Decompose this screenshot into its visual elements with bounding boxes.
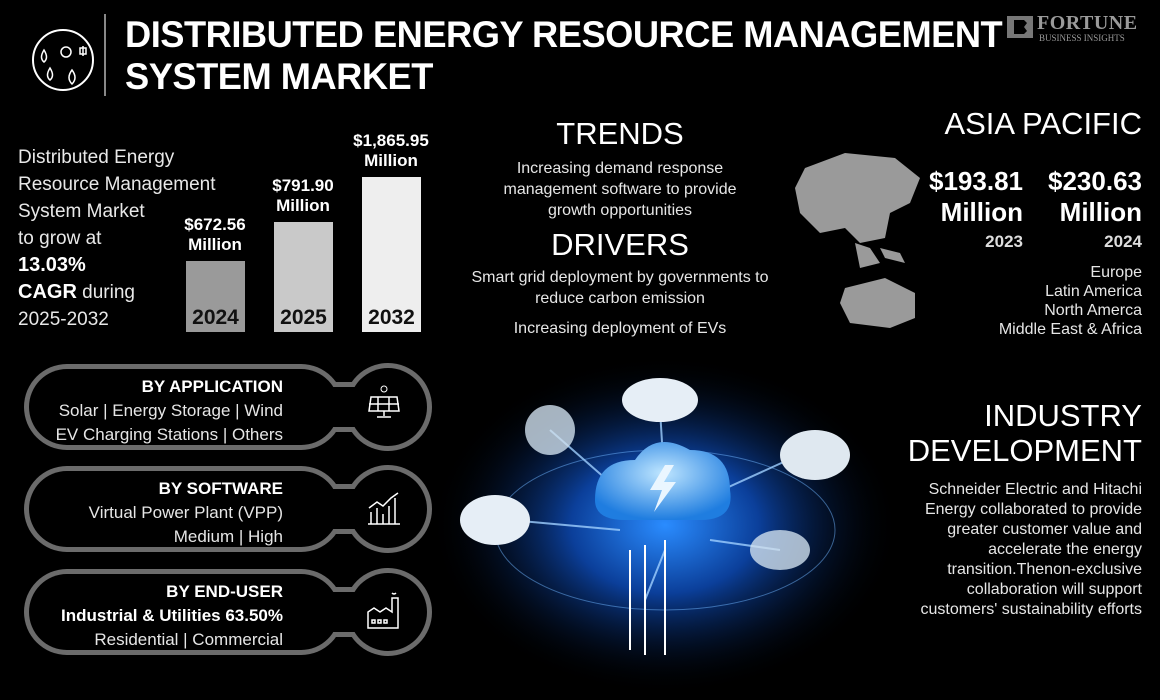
bar-2025: 2025: [274, 222, 333, 332]
region-value-2024: $230.63 Million 2024: [1048, 166, 1142, 251]
segment-software: BY SOFTWARE Virtual Power Plant (VPP) Medi…: [88, 479, 283, 546]
bar-year-label: 2025: [280, 306, 327, 329]
bar-value-label: $672.56 Million: [184, 215, 246, 254]
region-title: ASIA PACIFIC: [944, 106, 1142, 141]
segment-end-user: BY END-USER Industrial & Utilities 63.50%…: [60, 582, 283, 649]
bar-year-label: 2024: [192, 306, 239, 329]
other-regions: Europe Latin America North Amerca Middle Ea…: [998, 264, 1142, 338]
market-summary: Distributed Energy Resource Management Sys…: [18, 147, 216, 330]
bar-2032: 2032: [362, 177, 421, 332]
driver-item: Smart grid deployment by governments to …: [471, 269, 769, 307]
segment-pills: [24, 363, 432, 656]
asia-pacific-map: [795, 153, 920, 328]
energy-network-illustration: [430, 355, 900, 695]
segment-application: BY APPLICATION Solar | Energy Storage | W…: [55, 377, 283, 444]
header-divider: [104, 14, 106, 96]
growth-chart-icon: [368, 492, 400, 525]
fortune-logo: FORTUNE BUSINESS INSIGHTS: [1005, 12, 1138, 43]
page-title: DISTRIBUTED ENERGY RESOURCE MANAGEMENT SY…: [125, 14, 1003, 97]
bar-value-label: $791.90 Million: [272, 176, 334, 215]
logo-mark-icon: [1007, 16, 1033, 38]
industry-title: INDUSTRY DEVELOPMENT: [907, 398, 1142, 468]
region-value-2023: $193.81 Million 2023: [929, 166, 1023, 251]
factory-icon: [367, 592, 399, 629]
bar-2024: 2024: [186, 261, 245, 332]
driver-item: Increasing deployment of EVs: [513, 320, 727, 337]
bar-year-label: 2032: [368, 306, 415, 329]
trends-title: TRENDS: [556, 116, 684, 151]
solar-panel-icon: [368, 385, 400, 418]
drivers-title: DRIVERS: [551, 227, 689, 262]
industry-text: Schneider Electric and Hitachi Energy co…: [920, 481, 1142, 618]
trends-section: TRENDS Increasing demand response manage…: [460, 116, 780, 339]
bar-value-label: $1,865.95 Million: [353, 131, 429, 170]
trends-text: Increasing demand response management so…: [503, 160, 737, 219]
renewable-energy-icon: [32, 29, 94, 91]
